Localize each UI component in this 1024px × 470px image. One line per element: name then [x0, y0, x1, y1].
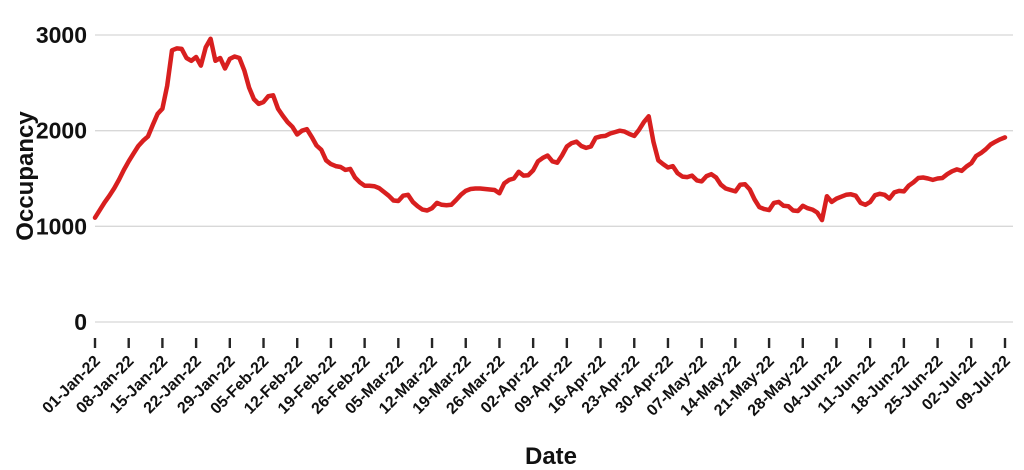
occupancy-series-line [92, 36, 1008, 223]
y-tick-label: 0 [74, 309, 87, 335]
y-tick-label: 1000 [36, 213, 87, 239]
y-tick-label: 3000 [36, 22, 87, 48]
y-tick-label: 2000 [36, 118, 87, 144]
x-axis-title: Date [524, 443, 578, 470]
y-axis-title: Occupancy [12, 111, 39, 241]
